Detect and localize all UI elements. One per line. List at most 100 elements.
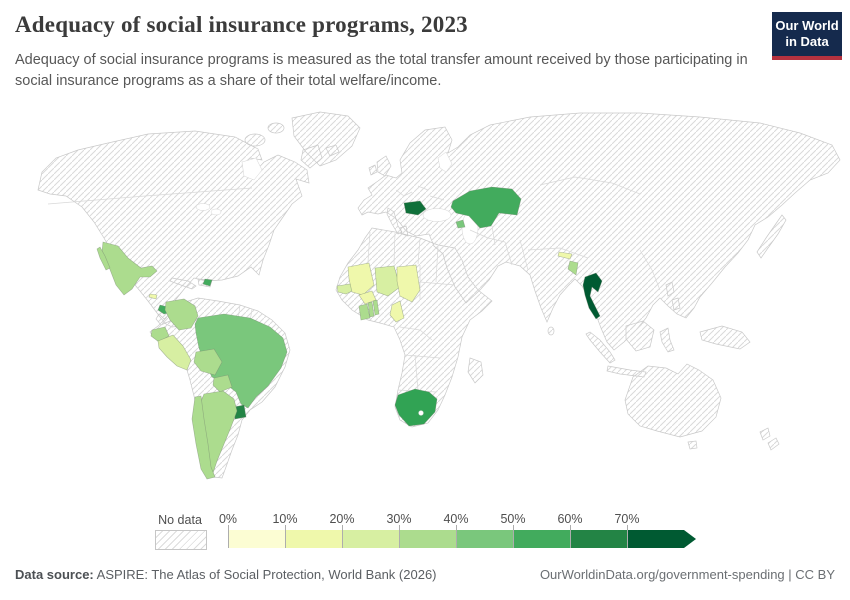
country-armenia[interactable]	[455, 219, 466, 229]
legend-color-scale	[228, 530, 684, 548]
country-borders	[469, 176, 661, 291]
legend-bucket-60-70%[interactable]	[570, 530, 627, 548]
legend-tick-mark	[513, 525, 514, 548]
country-lesotho-nodata	[418, 410, 424, 416]
landmass-sumatra	[585, 331, 616, 364]
owid-logo[interactable]: Our World in Data	[772, 12, 842, 60]
data-source-label: Data source:	[15, 567, 94, 582]
legend-bucket-30-40%[interactable]	[399, 530, 456, 548]
landmass-philippines	[665, 281, 675, 297]
country-paraguay[interactable]	[212, 374, 233, 393]
country-benin[interactable]	[372, 299, 380, 316]
logo-line2: in Data	[785, 34, 829, 50]
legend-tick-mark	[228, 525, 229, 548]
country-ghana[interactable]	[358, 303, 371, 321]
landmass-cuba	[169, 277, 197, 290]
world-map	[37, 111, 841, 480]
legend-tick-label: 0%	[218, 512, 238, 526]
legend-tick-label: 30%	[386, 512, 412, 526]
legend-tick-mark	[285, 525, 286, 548]
no-data-swatch[interactable]	[155, 530, 207, 550]
legend-tick-mark	[399, 525, 400, 548]
black-sea	[422, 208, 452, 222]
landmass-eurasia	[357, 112, 841, 351]
landmass-italy	[386, 207, 403, 235]
legend-tick-mark	[456, 525, 457, 548]
landmass-new-guinea	[699, 325, 751, 350]
country-thailand[interactable]	[582, 272, 603, 320]
data-source-text: ASPIRE: The Atlas of Social Protection, …	[93, 567, 437, 582]
legend-bucket-0-10%[interactable]	[228, 530, 285, 548]
country-mexico-baja[interactable]	[96, 246, 111, 271]
great-lakes	[210, 208, 222, 216]
country-kazakhstan[interactable]	[450, 186, 522, 229]
country-dominican-republic[interactable]	[202, 278, 213, 287]
legend-bucket-20-30%[interactable]	[342, 530, 399, 548]
country-south-africa[interactable]	[394, 388, 438, 427]
country-borders	[47, 187, 253, 205]
chart-subtitle: Adequacy of social insurance programs is…	[15, 52, 748, 89]
legend-bucket-70%+[interactable]	[627, 530, 684, 548]
country-togo[interactable]	[367, 301, 375, 318]
hudson-bay	[241, 157, 263, 181]
country-cameroon[interactable]	[389, 300, 405, 323]
landmass-greece	[399, 225, 409, 237]
legend-tick-label: 70%	[614, 512, 640, 526]
landmass-sulawesi	[659, 327, 675, 353]
legend-bucket-10-20%[interactable]	[285, 530, 342, 548]
landmass-sri-lanka	[547, 326, 555, 336]
landmass-madagascar	[467, 357, 484, 384]
page-title: Adequacy of social insurance programs, 2…	[15, 12, 468, 37]
country-senegal[interactable]	[336, 283, 355, 295]
no-data-label: No data	[158, 513, 202, 527]
landmass-arctic-island	[244, 133, 266, 147]
logo-line1: Our World	[775, 18, 839, 33]
landmass-new-zealand	[759, 427, 771, 441]
legend-tick-mark	[342, 525, 343, 548]
legend-bar: 0% 10% 20% 30% 40% 50% 60% 70%	[219, 512, 708, 552]
legend-arrow-icon	[684, 530, 696, 548]
country-bolivia[interactable]	[193, 348, 223, 376]
country-borders	[395, 185, 445, 201]
landmass-ireland	[368, 164, 378, 176]
landmass-philippines	[671, 297, 681, 311]
legend-tick-mark	[570, 525, 571, 548]
legend-tick-label: 60%	[557, 512, 583, 526]
legend-tick-label: 40%	[443, 512, 469, 526]
country-el-salvador[interactable]	[148, 293, 158, 300]
landmass-tasmania	[687, 440, 698, 450]
landmass-australia	[624, 363, 722, 438]
country-bangladesh[interactable]	[567, 260, 579, 276]
country-chad[interactable]	[396, 264, 421, 303]
legend-bucket-50-60%[interactable]	[513, 530, 570, 548]
legend-tick-mark	[627, 525, 628, 548]
landmass-british-isles	[376, 155, 392, 177]
country-nepal[interactable]	[557, 251, 573, 260]
data-source: Data source: ASPIRE: The Atlas of Social…	[15, 567, 437, 582]
legend-tick-label: 10%	[272, 512, 298, 526]
landmass-japan	[756, 214, 787, 259]
map-legend: No data 0% 10% 20% 30% 40% 50% 60% 70%	[0, 512, 850, 554]
country-brazil[interactable]	[194, 313, 288, 409]
country-borders	[367, 231, 456, 300]
legend-tick-label: 50%	[500, 512, 526, 526]
country-romania[interactable]	[403, 200, 427, 216]
landmass-north-america	[37, 130, 310, 328]
country-colombia[interactable]	[164, 298, 199, 331]
landmass-baffin	[300, 144, 323, 169]
landmass-new-zealand	[767, 437, 780, 451]
landmass-iceland	[325, 144, 340, 157]
rights-link[interactable]: OurWorldinData.org/government-spending |…	[539, 567, 835, 582]
country-borders	[397, 326, 441, 393]
country-mexico[interactable]	[101, 241, 158, 296]
legend-tick-label: 20%	[329, 512, 355, 526]
great-lakes	[195, 203, 211, 211]
baltic-sea	[437, 151, 453, 173]
chart-footer: Data source: ASPIRE: The Atlas of Social…	[15, 567, 835, 582]
country-chile[interactable]	[191, 395, 216, 480]
country-peru[interactable]	[157, 334, 192, 371]
legend-bucket-40-50%[interactable]	[456, 530, 513, 548]
country-niger[interactable]	[374, 265, 401, 297]
landmass-borneo	[625, 320, 655, 352]
